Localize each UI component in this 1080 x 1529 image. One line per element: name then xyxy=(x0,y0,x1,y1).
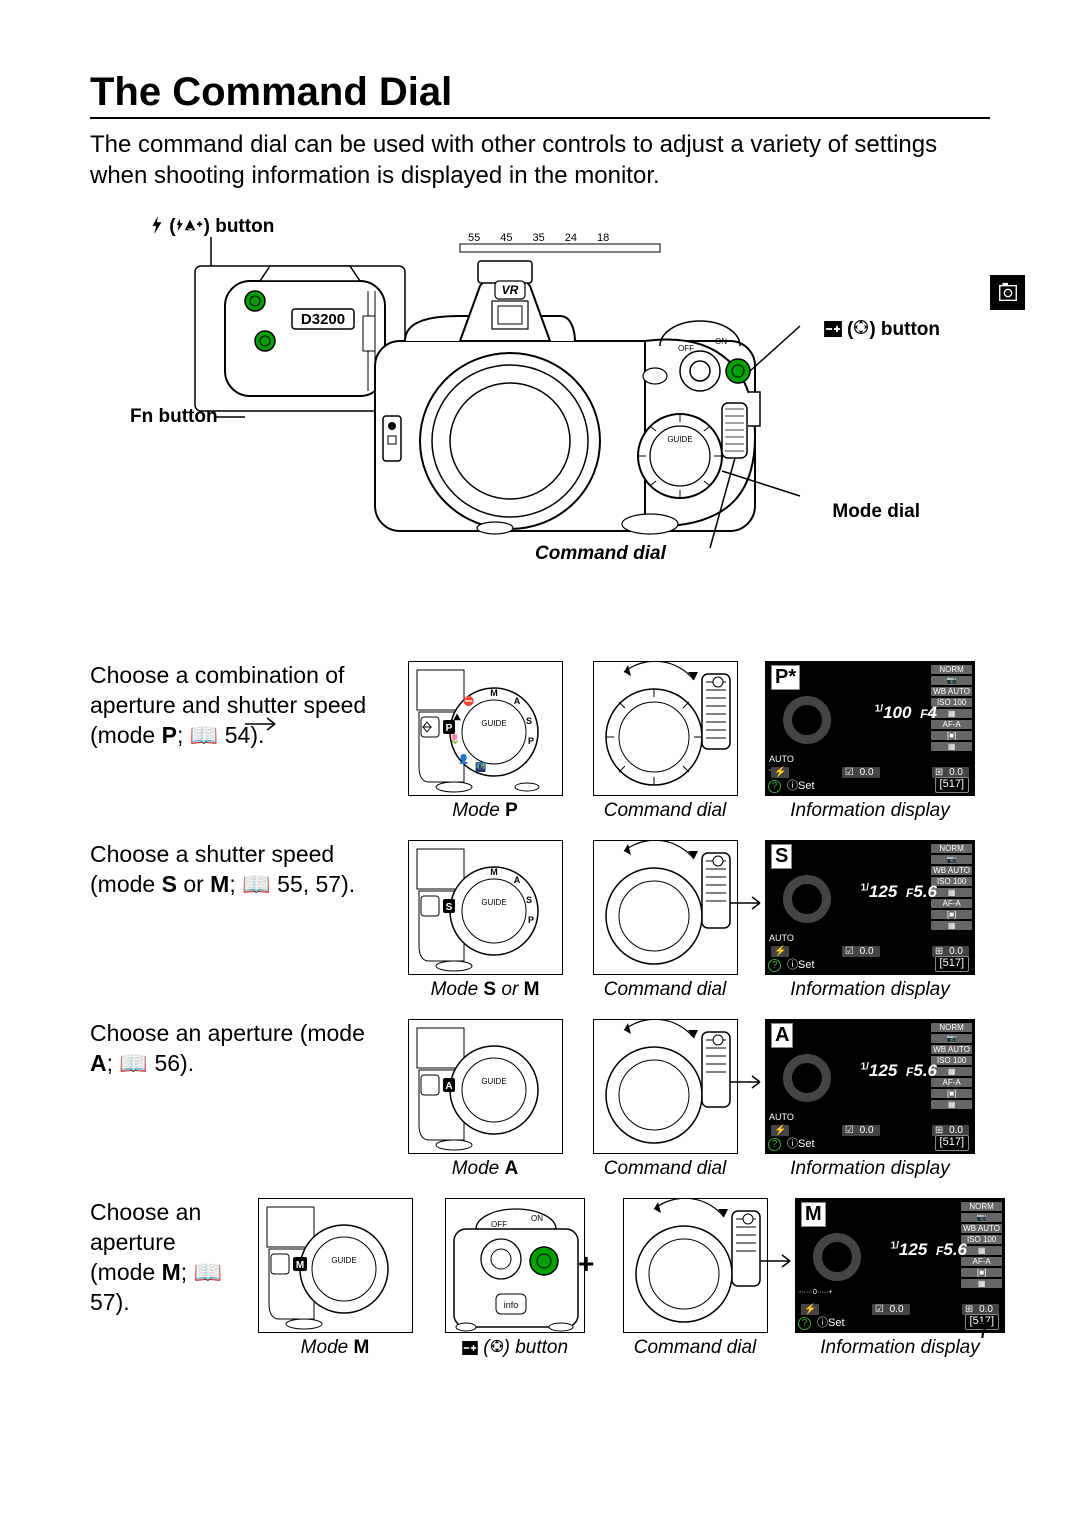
row-desc: Choose a shutter speed (mode S or M; 📖 5… xyxy=(90,840,390,900)
row-desc: Choose an aperture (mode A; 📖 56). xyxy=(90,1019,390,1079)
command-dial-label: Command dial xyxy=(535,543,666,565)
lens-scale: 55 45 35 24 18 xyxy=(468,232,609,244)
svg-text:ON: ON xyxy=(715,337,727,346)
mode-dial-label: Mode dial xyxy=(832,501,920,523)
info-display-m: M NORM📷WB AUTOISO 100▦AF-A[■]▦ 1/125 F5.… xyxy=(795,1198,1005,1333)
svg-text:info: info xyxy=(504,1300,519,1310)
command-dial-diagram xyxy=(593,840,738,975)
mode-dial-diagram: MAS P🌃👤 🌷⛰⛔ GUIDE P xyxy=(408,661,563,796)
svg-text:S: S xyxy=(525,895,531,905)
command-dial-diagram xyxy=(593,1019,738,1154)
svg-text:GUIDE: GUIDE xyxy=(331,1256,356,1265)
svg-text:P: P xyxy=(527,736,533,746)
svg-text:GUIDE: GUIDE xyxy=(481,1077,506,1086)
info-display-a: A NORM📷WB AUTOISO 100▦AF-A[■]▦ 1/125 F5.… xyxy=(765,1019,975,1154)
svg-text:S: S xyxy=(445,902,452,913)
svg-text:OFF: OFF xyxy=(491,1220,507,1229)
svg-text:GUIDE: GUIDE xyxy=(481,719,506,728)
camera-diagram: () button Fn button D3200 xyxy=(90,221,990,641)
page-number: 7 xyxy=(977,1317,990,1344)
svg-text:GUIDE: GUIDE xyxy=(667,435,692,444)
svg-text:ON: ON xyxy=(531,1214,543,1223)
command-dial-diagram xyxy=(593,661,738,796)
ev-button-label: () button xyxy=(824,319,940,341)
svg-text:⛔: ⛔ xyxy=(463,695,474,706)
svg-text:🌷: 🌷 xyxy=(449,733,460,744)
mode-rows: Choose a combination of aperture and shu… xyxy=(90,661,990,1359)
svg-text:M: M xyxy=(490,867,498,877)
plus-icon: + xyxy=(578,1248,594,1280)
mode-dial-diagram: MASP GUIDE S xyxy=(408,840,563,975)
svg-text:A: A xyxy=(445,1081,452,1092)
svg-text:M: M xyxy=(295,1260,303,1271)
row-mode-s: Choose a shutter speed (mode S or M; 📖 5… xyxy=(90,840,990,1001)
info-display-s: S NORM📷WB AUTOISO 100▦AF-A[■]▦ 1/125 F5.… xyxy=(765,840,975,975)
vr-badge: VR xyxy=(502,283,519,297)
svg-text:P: P xyxy=(527,915,533,925)
camera-model: D3200 xyxy=(301,311,345,328)
ev-button-caption: () button xyxy=(462,1337,568,1359)
svg-text:P: P xyxy=(445,723,452,734)
svg-text:👤: 👤 xyxy=(458,753,469,764)
svg-text:S: S xyxy=(525,716,531,726)
page-title: The Command Dial xyxy=(90,70,990,119)
svg-text:GUIDE: GUIDE xyxy=(481,898,506,907)
row-mode-p: Choose a combination of aperture and shu… xyxy=(90,661,990,822)
svg-text:OFF: OFF xyxy=(678,344,694,353)
svg-text:A: A xyxy=(513,875,520,885)
command-dial-diagram xyxy=(623,1198,768,1333)
row-desc: Choose an aperture (mode M; 📖 57). xyxy=(90,1198,240,1318)
svg-text:🌃: 🌃 xyxy=(475,761,486,772)
side-tab-icon xyxy=(990,275,1025,310)
svg-text:A: A xyxy=(513,696,520,706)
mode-dial-diagram: GUIDE A xyxy=(408,1019,563,1154)
camera-top-illustration: D3200 VR xyxy=(180,226,820,551)
mode-dial-diagram: GUIDE M xyxy=(258,1198,413,1333)
info-display-p: P* NORM📷WB AUTOISO 100▦AF-A[■]▦ 1/100 F4… xyxy=(765,661,975,796)
row-mode-a: Choose an aperture (mode A; 📖 56). GUIDE… xyxy=(90,1019,990,1180)
row-desc: Choose a combination of aperture and shu… xyxy=(90,661,390,751)
svg-text:M: M xyxy=(490,688,498,698)
intro-text: The command dial can be used with other … xyxy=(90,129,990,191)
row-mode-m: Choose an aperture (mode M; 📖 57). GUIDE… xyxy=(90,1198,990,1359)
ev-button-diagram: OFF ON info xyxy=(445,1198,585,1333)
